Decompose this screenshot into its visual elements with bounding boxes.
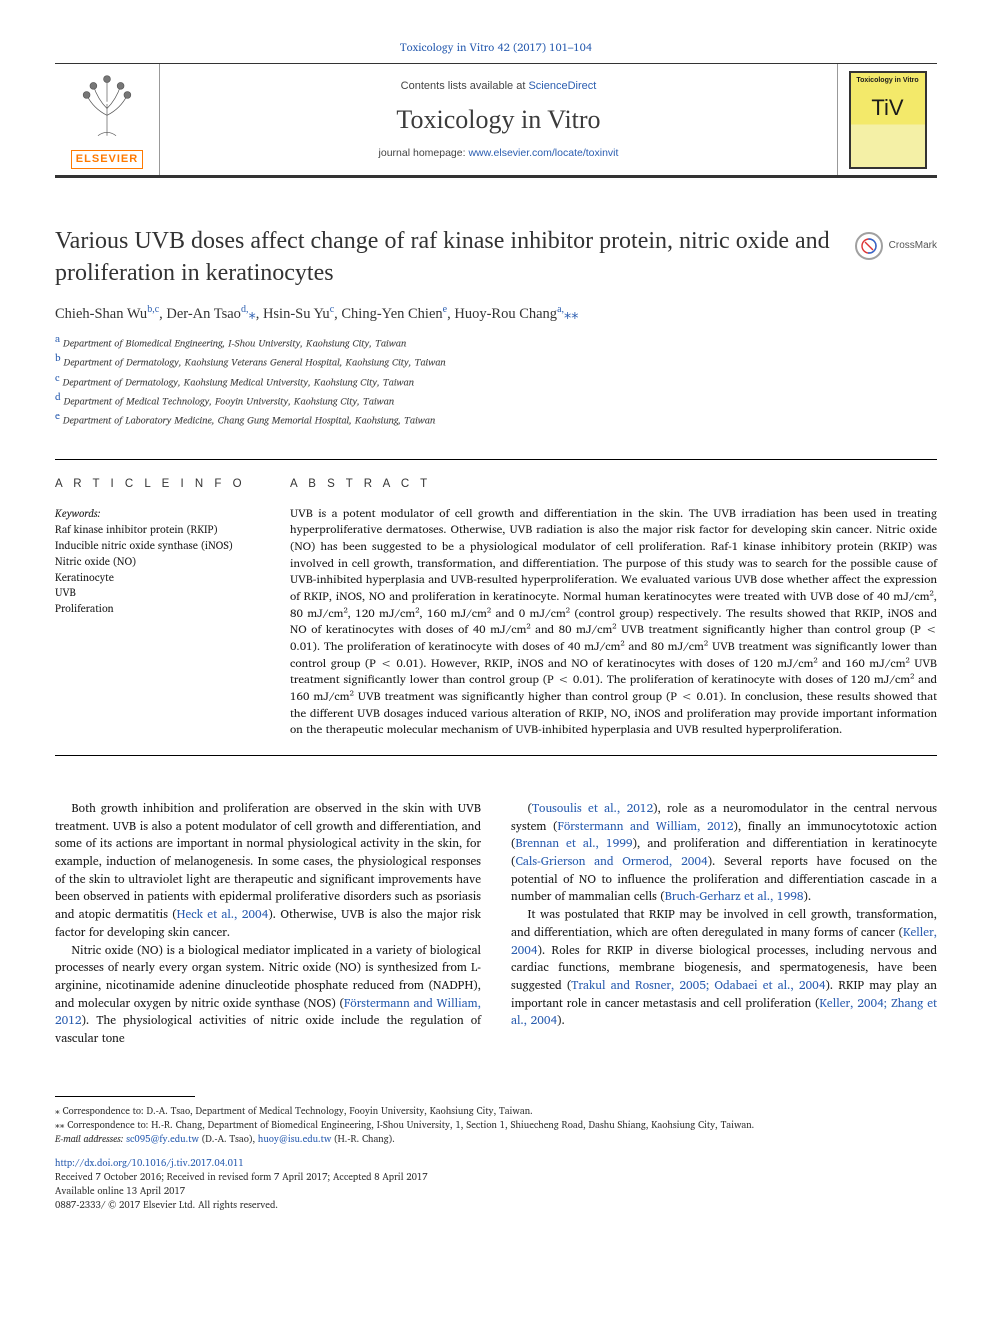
journal-header: ELSEVIER Contents lists available at Sci… bbox=[55, 63, 937, 178]
publisher-label: ELSEVIER bbox=[71, 150, 143, 169]
publisher-block: ELSEVIER bbox=[55, 64, 160, 175]
body-paragraph: (Tousoulis et al., 2012), role as a neur… bbox=[511, 800, 937, 906]
correspondence-2: ⁎⁎ Correspondence to: H.-R. Chang, Depar… bbox=[55, 1119, 937, 1133]
doi-link[interactable]: http://dx.doi.org/10.1016/j.tiv.2017.04.… bbox=[55, 1156, 244, 1171]
abstract-column: A B S T R A C T UVB is a potent modulato… bbox=[290, 460, 937, 740]
article-title: Various UVB doses affect change of raf k… bbox=[55, 226, 835, 288]
abstract-heading: A B S T R A C T bbox=[290, 476, 937, 492]
copyright-line: 0887-2333/ © 2017 Elsevier Ltd. All righ… bbox=[55, 1199, 937, 1213]
affiliation-line: a Department of Biomedical Engineering, … bbox=[55, 332, 937, 351]
article-info-heading: A R T I C L E I N F O bbox=[55, 476, 260, 492]
contents-prefix: Contents lists available at bbox=[401, 80, 529, 92]
crossmark-badge[interactable]: CrossMark bbox=[855, 232, 937, 260]
footnote-separator bbox=[55, 1096, 195, 1097]
journal-cover-block: Toxicology in Vitro TiV bbox=[837, 64, 937, 175]
journal-citation: Toxicology in Vitro 42 (2017) 101–104 bbox=[55, 40, 937, 55]
email-who-1: (D.-A. Tsao), bbox=[199, 1132, 258, 1147]
email-link-2[interactable]: huoy@isu.edu.tw bbox=[258, 1132, 331, 1147]
article-meta-block: http://dx.doi.org/10.1016/j.tiv.2017.04.… bbox=[55, 1157, 937, 1212]
article-info-column: A R T I C L E I N F O Keywords: Raf kina… bbox=[55, 460, 260, 740]
affiliation-line: b Department of Dermatology, Kaohsiung V… bbox=[55, 351, 937, 370]
correspondence-1: ⁎ Correspondence to: D.-A. Tsao, Departm… bbox=[55, 1105, 937, 1119]
body-column-right: (Tousoulis et al., 2012), role as a neur… bbox=[511, 800, 937, 1048]
homepage-prefix: journal homepage: bbox=[379, 147, 469, 159]
affiliation-line: c Department of Dermatology, Kaohsiung M… bbox=[55, 371, 937, 390]
journal-homepage-line: journal homepage: www.elsevier.com/locat… bbox=[379, 146, 619, 161]
affiliation-line: d Department of Medical Technology, Fooy… bbox=[55, 390, 937, 409]
journal-cover-thumbnail: Toxicology in Vitro TiV bbox=[849, 71, 927, 169]
body-paragraph: Nitric oxide (NO) is a biological mediat… bbox=[55, 942, 481, 1048]
header-center: Contents lists available at ScienceDirec… bbox=[160, 64, 837, 175]
body-text: Both growth inhibition and proliferation… bbox=[55, 800, 937, 1048]
affiliations: a Department of Biomedical Engineering, … bbox=[55, 332, 937, 429]
email-label: E-mail addresses: bbox=[55, 1132, 126, 1147]
elsevier-tree-logo bbox=[71, 70, 143, 138]
keywords-list: Raf kinase inhibitor protein (RKIP)Induc… bbox=[55, 522, 260, 617]
author-list: Chieh-Shan Wub,c, Der-An Tsaod,⁎, Hsin-S… bbox=[55, 303, 937, 324]
crossmark-icon bbox=[855, 232, 883, 260]
journal-title: Toxicology in Vitro bbox=[396, 102, 600, 138]
crossmark-label: CrossMark bbox=[889, 239, 937, 253]
keywords-label: Keywords: bbox=[55, 506, 260, 521]
email-who-2: (H.-R. Chang). bbox=[331, 1132, 395, 1147]
received-dates: Received 7 October 2016; Received in rev… bbox=[55, 1171, 937, 1185]
contents-lists-line: Contents lists available at ScienceDirec… bbox=[401, 79, 597, 94]
available-online: Available online 13 April 2017 bbox=[55, 1185, 937, 1199]
journal-homepage-link[interactable]: www.elsevier.com/locate/toxinvit bbox=[468, 147, 618, 159]
cover-monogram: TiV bbox=[871, 93, 903, 124]
body-paragraph: Both growth inhibition and proliferation… bbox=[55, 800, 481, 942]
email-link-1[interactable]: sc095@fy.edu.tw bbox=[126, 1132, 199, 1147]
abstract-text: UVB is a potent modulator of cell growth… bbox=[290, 506, 937, 739]
affiliation-line: e Department of Laboratory Medicine, Cha… bbox=[55, 409, 937, 428]
sciencedirect-link[interactable]: ScienceDirect bbox=[528, 80, 596, 92]
keyword-item: Keratinocyte bbox=[55, 570, 260, 586]
body-paragraph: It was postulated that RKIP may be invol… bbox=[511, 906, 937, 1030]
email-addresses: E-mail addresses: sc095@fy.edu.tw (D.-A.… bbox=[55, 1133, 937, 1147]
keyword-item: Proliferation bbox=[55, 601, 260, 617]
body-column-left: Both growth inhibition and proliferation… bbox=[55, 800, 481, 1048]
correspondence-notes: ⁎ Correspondence to: D.-A. Tsao, Departm… bbox=[55, 1105, 937, 1148]
cover-title: Toxicology in Vitro bbox=[856, 77, 918, 85]
